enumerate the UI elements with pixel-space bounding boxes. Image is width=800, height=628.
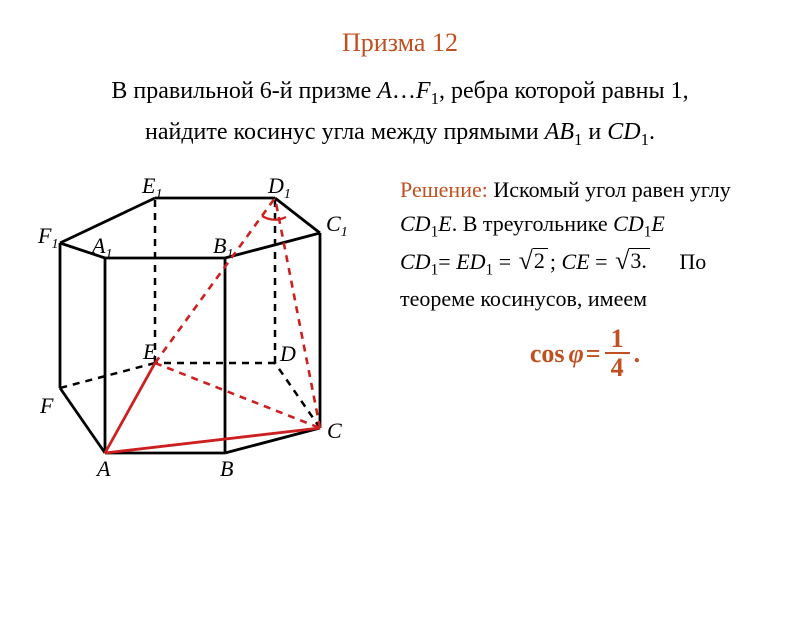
label-B1: B1	[213, 233, 233, 262]
sol-angle: CD	[400, 211, 431, 236]
cos: cos	[530, 339, 565, 369]
sol-eq3: =	[590, 249, 613, 274]
cd: CD	[607, 119, 640, 145]
label-A1: A1	[90, 233, 112, 262]
phi: φ	[569, 339, 584, 369]
frac-den: 4	[605, 354, 630, 383]
notation-F: F	[416, 78, 431, 104]
label-A: A	[95, 456, 111, 481]
ab: AB	[545, 119, 574, 145]
label-C1: C1	[326, 211, 348, 240]
sqrt2: √2	[519, 248, 548, 274]
sol-s2: . В треугольнике	[452, 211, 613, 236]
label-F: F	[39, 393, 54, 418]
problem-text-1b: , ребра которой равны 1,	[439, 78, 689, 104]
formula: cos φ = 1 4 .	[530, 326, 640, 383]
and: и	[582, 119, 607, 145]
period: .	[649, 119, 655, 145]
label-C: C	[327, 418, 342, 443]
label-D: D	[279, 341, 296, 366]
problem-statement: В правильной 6-й призме A…F1, ребра кото…	[0, 72, 800, 153]
prism-diagram: A B C D E F A1 B1 C1 D1 E1 F1	[30, 173, 390, 503]
sol-tri2: E	[651, 211, 664, 236]
label-E1: E1	[141, 173, 162, 202]
sqrt3: √3.	[615, 248, 650, 274]
label-E: E	[142, 339, 157, 364]
label-D1: D1	[267, 173, 291, 202]
sol-ce: CE	[562, 249, 590, 274]
solution-text: Решение: Искомый угол равен углу CD1E. В…	[400, 173, 770, 316]
page-title: Призма 12	[0, 28, 800, 58]
sol-cd1: CD	[400, 249, 431, 274]
problem-text-2: найдите косинус угла между прямыми	[145, 119, 545, 145]
sol-eq2: =	[493, 249, 516, 274]
formula-row: cos φ = 1 4 .	[400, 326, 770, 383]
content-row: A B C D E F A1 B1 C1 D1 E1 F1 Решение: И…	[0, 173, 800, 503]
problem-text-1: В правильной 6-й призме	[111, 78, 377, 104]
solution-column: Решение: Искомый угол равен углу CD1E. В…	[390, 173, 770, 503]
sol-angle2: E	[438, 211, 451, 236]
sol-ed1: ED	[456, 249, 485, 274]
fraction: 1 4	[605, 326, 630, 383]
cd-sub: 1	[641, 129, 649, 148]
solution-label: Решение:	[400, 177, 488, 202]
sol-s1: Искомый угол равен углу	[488, 177, 731, 202]
frac-num: 1	[605, 326, 630, 354]
sol-eq: =	[438, 249, 456, 274]
diagram-column: A B C D E F A1 B1 C1 D1 E1 F1	[30, 173, 390, 503]
notation-sub1: 1	[431, 89, 439, 108]
notation-A: A	[377, 78, 392, 104]
sol-tri: CD	[613, 211, 644, 236]
sol-semi: ;	[550, 249, 562, 274]
formula-eq: =	[586, 339, 601, 369]
formula-dot: .	[634, 339, 641, 369]
label-B: B	[220, 456, 233, 481]
ellipsis: …	[392, 78, 416, 104]
label-F1: F1	[37, 223, 58, 252]
